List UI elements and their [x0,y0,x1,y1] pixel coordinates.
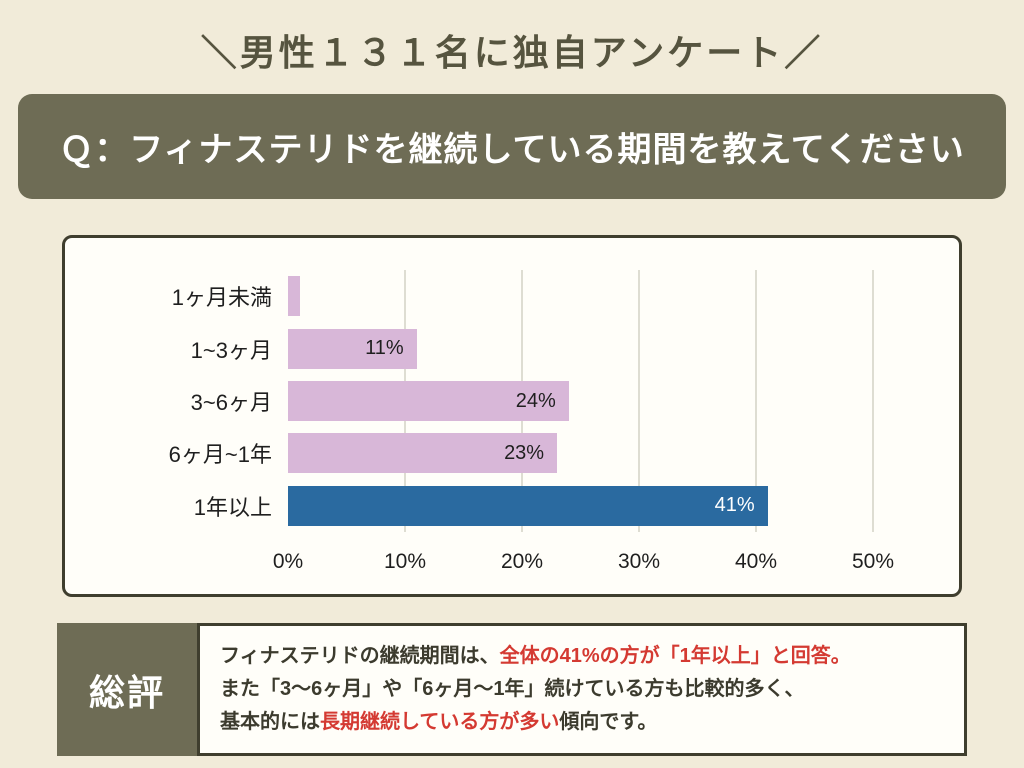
category-label: 1年以上 [193,494,272,520]
summary-text: フィナステリドの継続期間は、全体の41%の方が「1年以上」と回答。また「3〜6ヶ… [197,623,967,756]
chart-row: 1ヶ月未満 [172,270,873,322]
summary-line: フィナステリドの継続期間は、全体の41%の方が「1年以上」と回答。 [220,640,944,673]
page-title: ＼男性１３１名に独自アンケート／ [200,32,824,73]
chart-rows: 1ヶ月未満 1~3ヶ月 11% 3~6ヶ月 24% 6ヶ月~1年 23% 1年以上 41% [169,270,873,532]
chart-row: 3~6ヶ月 24% [191,375,873,427]
summary-segment: フィナステリドの継続期間は、 [220,645,500,667]
bar: 24% [288,381,569,422]
x-tick-label: 10% [383,550,427,573]
bar-value-label: 11% [365,337,404,360]
summary-segment: また「3〜6ヶ月」や「6ヶ月〜1年」続けている方も比較的多く、 [220,678,805,700]
category-label: 6ヶ月~1年 [168,442,272,468]
summary-segment: 全体の41%の方が「1年以上」と回答。 [499,645,851,667]
bar-value-label: 24% [515,389,556,412]
bar: 11% [288,328,417,369]
summary-section: 総評 フィナステリドの継続期間は、全体の41%の方が「1年以上」と回答。また「3… [57,623,967,756]
category-label: 3~6ヶ月 [190,390,272,416]
chart-card: 1ヶ月未満 1~3ヶ月 11% 3~6ヶ月 24% 6ヶ月~1年 23% 1年以上 41% 0%… [62,235,962,597]
chart-plot: 1ヶ月未満 1~3ヶ月 11% 3~6ヶ月 24% 6ヶ月~1年 23% 1年以上 41% [169,270,874,532]
x-tick-label: 20% [500,550,544,573]
x-tick-label: 30% [617,550,661,573]
x-tick-label: 0% [272,550,304,573]
bar [288,276,300,317]
gridline [872,270,874,532]
chart-row: 6ヶ月~1年 23% [169,427,873,479]
summary-heading: 総評 [57,623,197,756]
question-banner: Ｑ：フィナステリドを継続している期間を教えてください [18,94,1006,199]
summary-segment: 基本的には [220,711,320,733]
summary-segment: 傾向です。 [559,711,658,733]
gridline [638,270,640,532]
category-label: 1~3ヶ月 [190,337,272,363]
x-tick-label: 40% [734,550,778,573]
summary-segment: 長期継続している方が多い [320,711,560,733]
category-label: 1ヶ月未満 [171,285,272,311]
chart-x-axis: 0% 10% 20% 30% 40% 50% [273,550,894,580]
bar: 23% [288,433,558,474]
chart-row: 1年以上 41% [194,480,873,532]
bar-value-label: 41% [714,494,755,517]
summary-line: また「3〜6ヶ月」や「6ヶ月〜1年」続けている方も比較的多く、 [220,673,944,706]
summary-line: 基本的には長期継続している方が多い傾向です。 [220,706,944,739]
bar: 41% [288,485,768,526]
bar-value-label: 23% [504,441,545,464]
gridline [755,270,757,532]
chart-row: 1~3ヶ月 11% [191,322,873,374]
x-tick-label: 50% [851,550,895,573]
